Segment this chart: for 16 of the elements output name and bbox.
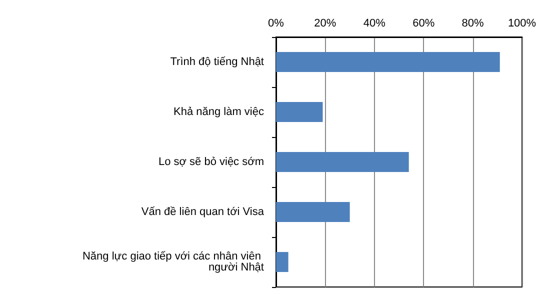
y-tick-label: Vấn đề liên quan tới Visa [141, 206, 265, 218]
bar [276, 252, 288, 272]
x-tick-label: 40% [363, 18, 386, 30]
bar [276, 202, 350, 222]
y-tick-label: Năng lực giao tiếp với các nhân viên người Nhật [82, 250, 264, 274]
bar [276, 102, 323, 122]
bar [276, 152, 409, 172]
x-tick-label: 80% [462, 18, 484, 30]
x-tick-label: 20% [314, 18, 336, 30]
x-tick-label: 100% [508, 18, 536, 30]
y-tick-label: Khả năng làm việc [174, 106, 264, 118]
x-tick-label: 60% [412, 18, 435, 30]
x-tick-label: 0% [268, 18, 284, 30]
y-tick-label: Lo sợ sẽ bỏ việc sớm [158, 156, 264, 168]
bar [276, 52, 500, 72]
y-tick-label: Trình độ tiếng Nhật [170, 56, 264, 68]
